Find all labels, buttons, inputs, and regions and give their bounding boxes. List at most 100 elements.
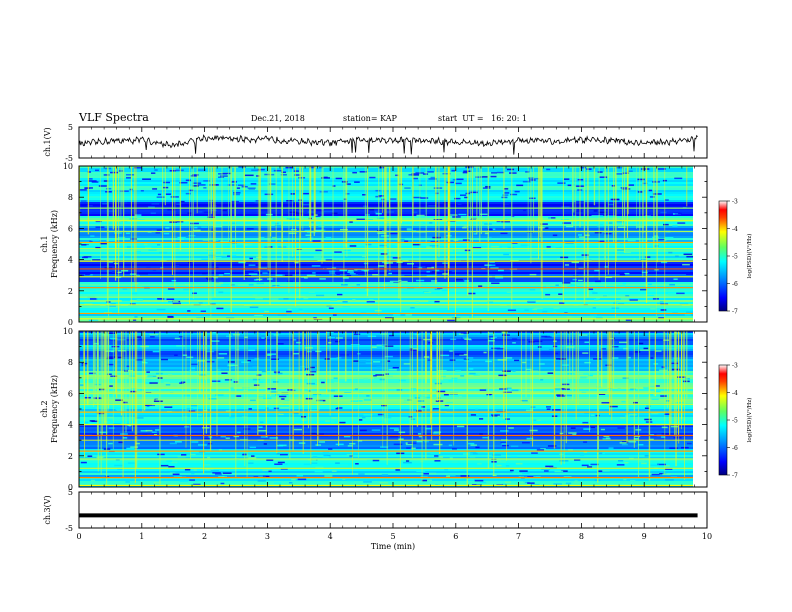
ch2-spec-band [79, 337, 693, 340]
ch1-spec-speckle [660, 211, 667, 214]
ch1-spec-speckle [545, 293, 551, 296]
ch2-spec-speckle [436, 397, 442, 399]
ch2-spec-speckle [623, 478, 627, 481]
ch1-spec-speckle [628, 184, 635, 186]
ch1-spec-speckle [656, 302, 664, 305]
ch1-spec-speckle [172, 318, 180, 321]
ch2-spec-speckle [630, 388, 636, 391]
ch1-spec-speckle [175, 169, 184, 172]
ch1-spec-band [79, 278, 693, 281]
ch1-spec-speckle [452, 216, 461, 218]
ch1-spec-speckle [85, 273, 91, 275]
ch2-spec-speckle [181, 454, 187, 456]
ch2-spec-speckle [265, 372, 272, 374]
ch1-spec-speckle [262, 272, 271, 274]
ch2-spec-speckle [110, 375, 118, 378]
ch2-spec-speckle [267, 388, 277, 390]
ch1-spec-speckle [264, 193, 274, 196]
ch2-spec-speckle [225, 437, 230, 439]
ch1-spec-speckle [520, 244, 530, 246]
ch1-spec-speckle [378, 195, 384, 197]
ch2-spec-speckle [322, 451, 330, 453]
ch1-spec-speckle [244, 271, 254, 273]
ch1-spec-speckle [452, 250, 457, 252]
ch1-spec-speckle [617, 249, 625, 251]
ch1-spec-speckle [329, 272, 336, 274]
ch2-spec-speckle [583, 441, 588, 443]
ch1-colorbar-tick-label: -5 [732, 254, 738, 261]
ch2-spec-speckle [333, 377, 338, 379]
ch1-spec-speckle [668, 251, 673, 254]
ch2-spec-speckle [174, 441, 182, 443]
ch1-spec-speckle [552, 234, 558, 237]
ch2-spec-speckle [281, 398, 285, 400]
ch2-spec-band [79, 427, 693, 430]
ch2-spec-speckle [621, 443, 628, 446]
ch1-spec-speckle [555, 284, 559, 286]
ch2-spec-speckle [288, 482, 293, 484]
ch1-spec-speckle [177, 236, 186, 239]
ch2-spec-speckle [120, 433, 128, 435]
ch2-spec-speckle [222, 472, 232, 474]
ch1-spec-speckle [491, 248, 500, 251]
ch1-spec-speckle [236, 187, 241, 189]
x-tick-label: 5 [390, 532, 395, 541]
ch2-spec-speckle [344, 391, 352, 394]
ch1-spec-speckle [218, 291, 224, 294]
ch2-spec-speckle [359, 429, 367, 432]
ch1-spec-speckle [411, 267, 417, 269]
ch2-spec-speckle [434, 455, 439, 457]
ch1-spec-speckle [502, 194, 509, 196]
ch2-spec-speckle [115, 458, 120, 461]
ch1-spec-speckle [686, 255, 694, 258]
ch2-spec-speckle [315, 444, 322, 446]
ch1-spec-speckle [442, 262, 449, 264]
ch2-spec-speckle [501, 483, 507, 486]
ch1-spec-speckle [235, 261, 240, 263]
ch2-spec-speckle [182, 354, 188, 357]
ch1-spec-speckle [682, 263, 690, 266]
ch2-spec-speckle [241, 361, 250, 363]
ch2-spec-speckle [573, 481, 580, 484]
ch2-spec-speckle [496, 347, 505, 350]
ch1-spec-speckle [158, 251, 168, 254]
ch2-spec-speckle [235, 395, 242, 397]
ch2-colorbar-gradient [718, 364, 728, 476]
ch2-spec-speckle [287, 389, 296, 391]
ch2-spec-speckle [151, 431, 157, 433]
ch1-spec-speckle [464, 196, 469, 199]
ch1-spec-speckle [110, 171, 119, 174]
ch2-spec-speckle [363, 414, 373, 416]
ch1-spec-speckle [315, 249, 323, 252]
ch1-spec-speckle [435, 269, 440, 272]
ch2-spec-speckle [277, 461, 285, 464]
ch1-spec-speckle [109, 305, 116, 307]
ch2-spec-speckle [190, 453, 196, 456]
ch1-spec-speckle [244, 275, 252, 277]
ch1-spec-speckle [87, 205, 93, 207]
ch2-spec-speckle [474, 413, 478, 416]
ch2-spec-speckle [504, 481, 512, 483]
ch2-spec-speckle [111, 371, 117, 374]
ch2-spec-speckle [363, 378, 369, 380]
ch1-spec-speckle [294, 218, 300, 220]
ch2-spec-speckle [334, 340, 340, 343]
ch1-spec-speckle [529, 179, 536, 181]
ch2-spec-speckle [164, 406, 173, 408]
ch2-spec-speckle [410, 418, 416, 420]
ch1-spec-speckle [642, 203, 649, 206]
ch1-spec-speckle [555, 247, 562, 249]
ch1-spec-speckle [356, 284, 361, 286]
ch2-spec-speckle [183, 416, 188, 419]
ch2-spec-speckle [268, 434, 274, 436]
ch1-spec-speckle [484, 232, 489, 235]
ch1-spec-speckle [108, 261, 113, 263]
ch2-spec-speckle [416, 400, 425, 402]
ch2-spec-speckle [274, 372, 283, 375]
ch1-spec-speckle [369, 176, 376, 179]
ch2-spec-speckle [518, 481, 525, 484]
ch1-spec-speckle [525, 171, 530, 173]
ch2-spec-speckle [292, 352, 300, 355]
ch2-spec-speckle [220, 435, 226, 438]
ch2-spec-speckle [349, 454, 353, 457]
